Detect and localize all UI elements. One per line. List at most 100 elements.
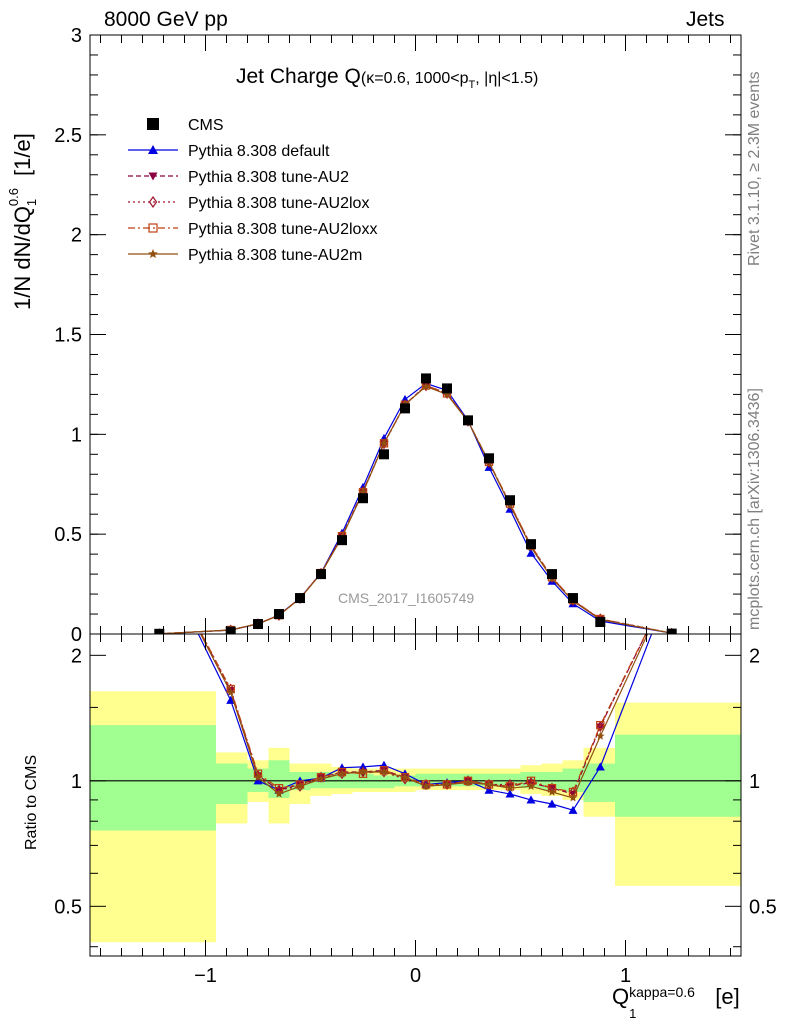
- plot-title: Jet Charge Q(κ=0.6, 1000<pT, |η|<1.5): [236, 65, 538, 91]
- band-green-1: [216, 763, 248, 804]
- y-tick-label-ratio-left-0: 0.5: [54, 896, 82, 918]
- legend-label-default: Pythia 8.308 default: [188, 143, 330, 160]
- y-tick-label-main-6: 3: [71, 25, 82, 47]
- point-cms-5: [316, 569, 326, 580]
- point-ratio-au2-0: [155, 551, 163, 558]
- point-ratio-au2m-6: [337, 769, 347, 778]
- point-ratio-au2lox-10: [422, 778, 430, 791]
- x-label-sup: kappa=0.6: [629, 984, 695, 1000]
- point-ratio-default-15: [526, 795, 536, 804]
- point-cms-3: [274, 609, 284, 620]
- band-green-19: [615, 734, 741, 817]
- point-cms-15: [526, 539, 536, 550]
- point-ratio-au2loxx-18: [596, 720, 605, 730]
- legend-label-au2loxx: Pythia 8.308 tune-AU2loxx: [188, 221, 377, 238]
- point-ratio-au2m-11: [442, 780, 452, 789]
- plot-title-end: , |η|<1.5): [475, 70, 539, 87]
- y-tick-label-main-2: 1: [71, 424, 82, 446]
- point-ratio-au2loxx-0: [156, 550, 163, 557]
- y-tick-label-ratio-left-1: 1: [71, 771, 82, 793]
- point-ratio-au2-19: [668, 579, 676, 586]
- point-cms-14: [505, 495, 515, 506]
- y-label-suffix: [1/e]: [10, 133, 35, 183]
- legend-marker-default: [148, 145, 158, 154]
- point-ratio-default-19: [667, 577, 676, 585]
- plot-title-sub: (κ=0.6, 1000<p: [360, 70, 469, 87]
- point-ratio-au2m-3: [274, 789, 284, 798]
- band-green-0: [90, 725, 216, 831]
- point-ratio-au2lox-18: [596, 720, 605, 733]
- legend-marker-cms: [147, 118, 159, 130]
- legend-marker-au2m: [148, 249, 158, 258]
- x-label-main: Q: [612, 984, 630, 1009]
- point-main-au2lox-10: [422, 380, 430, 392]
- point-ratio-au2lox-2: [254, 769, 262, 782]
- point-ratio-au2lox-5: [317, 771, 325, 783]
- point-main-au2m-8: [379, 438, 389, 447]
- y-tick-label-main-5: 2.5: [54, 125, 82, 147]
- point-cms-7: [358, 493, 368, 504]
- point-cms-19: [666, 628, 677, 634]
- point-cms-4: [295, 593, 305, 604]
- header-energy: 8000 GeV pp: [104, 8, 228, 31]
- y-tick-label-main-3: 1.5: [54, 325, 82, 347]
- y-axis-label-main: 1/N dN/dQ 0.6 1 [1/e]: [6, 133, 39, 310]
- point-cms-1: [225, 626, 236, 634]
- x-tick-label-1: 0: [410, 965, 421, 987]
- point-ratio-au2m-12: [463, 778, 473, 787]
- y-tick-label-main-4: 2: [71, 225, 82, 247]
- point-cms-6: [337, 535, 347, 546]
- point-cms-11: [442, 383, 452, 394]
- point-ratio-au2lox-12: [464, 775, 472, 787]
- point-ratio-au2m-4: [295, 781, 305, 790]
- y-tick-label-main-0: 0: [71, 624, 82, 646]
- legend-marker-au2lox: [148, 195, 158, 209]
- point-cms-8: [379, 449, 389, 460]
- legend-label-cms: CMS: [188, 117, 224, 134]
- y-axis-label-ratio: Ratio to CMS: [23, 754, 40, 850]
- point-cms-0: [154, 628, 165, 634]
- point-cms-16: [547, 569, 557, 580]
- analysis-id-watermark: CMS_2017_I1605749: [338, 590, 475, 606]
- point-ratio-au2lox-0: [156, 550, 162, 559]
- point-cms-10: [421, 373, 431, 384]
- point-cms-9: [400, 403, 410, 414]
- y-label-prefix: 1/N dN/dQ: [10, 206, 35, 310]
- point-ratio-au2m-9: [400, 772, 410, 781]
- x-label-sub: 1: [629, 1006, 637, 1021]
- point-ratio-default-0: [155, 550, 164, 558]
- rivet-version-label: Rivet 3.1.10, ≥ 2.3M events: [746, 71, 763, 266]
- point-ratio-au2m-10: [421, 781, 431, 790]
- point-ratio-au2m-0: [155, 550, 164, 558]
- y-label-sup: 0.6: [6, 187, 21, 207]
- header-jets: Jets: [686, 8, 725, 31]
- point-ratio-default-14: [505, 789, 515, 798]
- point-ratio-default-17: [568, 805, 578, 814]
- y-tick-label-main-1: 0.5: [54, 524, 82, 546]
- point-ratio-au2m-2: [253, 772, 263, 781]
- y-tick-label-ratio-left-2: 2: [71, 645, 82, 667]
- y-label-sub: 1: [24, 198, 39, 207]
- point-ratio-au2m-19: [667, 577, 676, 585]
- legend-label-au2lox: Pythia 8.308 tune-AU2lox: [188, 195, 369, 212]
- point-ratio-au2m-7: [358, 767, 368, 776]
- point-cms-17: [568, 593, 578, 604]
- point-main-default-15: [526, 548, 536, 557]
- point-ratio-au2loxx-19: [668, 578, 675, 585]
- legend-marker-au2: [148, 172, 158, 181]
- point-ratio-au2m-16: [547, 787, 557, 796]
- legend-label-au2m: Pythia 8.308 tune-AU2m: [188, 247, 362, 264]
- x-tick-label-0: −1: [194, 965, 217, 987]
- point-ratio-default-18: [595, 762, 605, 771]
- point-main-au2m-11: [442, 389, 452, 398]
- point-ratio-au2m-15: [526, 781, 536, 790]
- point-ratio-au2m-8: [379, 767, 389, 776]
- point-ratio-au2m-14: [505, 783, 515, 792]
- point-ratio-au2m-1: [226, 687, 235, 696]
- legend-marker-au2loxx: [148, 223, 158, 233]
- band-green-8: [373, 775, 395, 789]
- point-main-au2m-7: [358, 487, 368, 496]
- mcplots-label: mcplots.cern.ch [arXiv:1306.3436]: [746, 388, 763, 630]
- point-ratio-au2m-13: [484, 780, 494, 789]
